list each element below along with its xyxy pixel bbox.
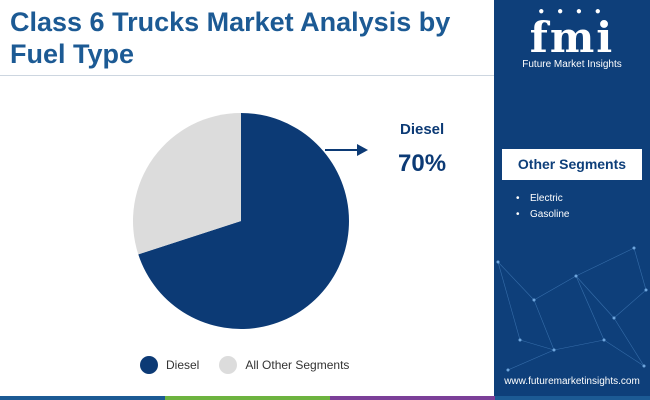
other-segments-list: • Electric • Gasoline [516,191,569,223]
segment-label: Electric [530,193,563,204]
bottom-bar-segment [0,396,165,400]
legend-item-diesel: Diesel [140,356,199,374]
other-segments-box: Other Segments [502,149,642,180]
pie-slice-diesel [138,113,350,329]
chart-legend: Diesel All Other Segments [140,356,369,374]
segment-item: • Electric [516,193,563,204]
legend-item-other: All Other Segments [219,356,349,374]
page-title: Class 6 Trucks Market Analysis by Fuel T… [10,7,451,69]
callout-arrow-head [357,144,368,156]
logo-mark: fmi [529,13,615,62]
brand-name: Future Market Insights [522,59,622,70]
bottom-bar-segment [495,396,650,400]
title-divider [0,75,494,76]
legend-swatch-other [219,356,238,374]
segment-item: • Gasoline [516,209,570,220]
brand-logo[interactable]: ● ● ● ● fmi Future Market Insights [494,6,650,70]
legend-label-diesel: Diesel [166,358,200,372]
legend-swatch-diesel [140,356,158,374]
pie-slice-all-other-segments [132,113,241,255]
segment-label: Gasoline [530,209,570,220]
network-graphic [496,246,648,372]
sidebar: ● ● ● ● fmi Future Market Insights [494,0,650,400]
callout-label: Diesel [400,121,445,138]
pie-chart [132,113,368,329]
bottom-color-bar [0,396,650,400]
callout-value: 70% [398,150,447,177]
bottom-bar-segment [165,396,330,400]
bottom-bar-segment [330,396,495,400]
other-segments-title: Other Segments [517,156,627,172]
logo-icons: ● ● ● ● [538,6,606,17]
legend-label-other: All Other Segments [245,358,350,372]
website-url[interactable]: www.futuremarketinsights.com [504,376,640,387]
